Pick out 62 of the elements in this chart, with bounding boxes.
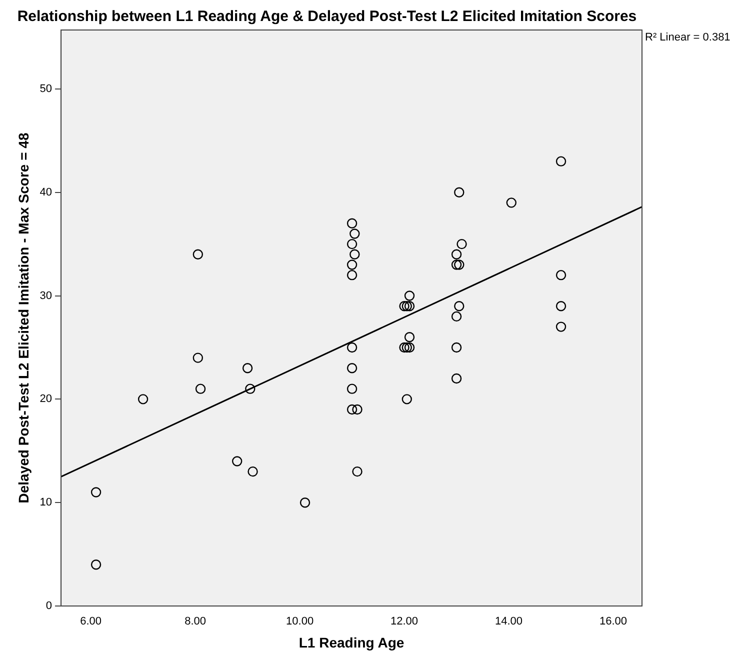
point — [346, 384, 358, 394]
point — [399, 342, 410, 353]
point — [346, 270, 358, 280]
point — [346, 260, 358, 270]
y-axis-title: Delayed Post-Test L2 Elicited Imitation - Max Score = 48 — [15, 132, 32, 504]
point — [350, 228, 360, 239]
point — [352, 404, 362, 415]
point — [350, 249, 360, 260]
point — [352, 466, 362, 477]
point — [556, 301, 566, 312]
point — [556, 156, 566, 166]
point — [192, 352, 204, 363]
y-tick-label: 40 — [40, 186, 52, 198]
point — [451, 342, 462, 353]
point — [232, 456, 242, 466]
x-tick-label: 16.00 — [600, 616, 628, 628]
x-tick-label: 14.00 — [495, 616, 523, 628]
text: R² Linear = 0.381 — [645, 32, 730, 44]
point — [404, 332, 415, 342]
point — [404, 290, 415, 301]
point — [90, 560, 102, 570]
point — [195, 384, 206, 394]
point — [451, 260, 462, 270]
y-tick-label: 0 — [46, 600, 52, 612]
point — [346, 218, 358, 228]
y-tick-label: 20 — [40, 393, 52, 406]
point — [451, 311, 462, 322]
x-tick-label: 8.00 — [184, 616, 206, 628]
x-tick-label: 6.00 — [80, 616, 102, 628]
point — [399, 301, 410, 312]
point — [451, 373, 462, 384]
y-tick-label: 30 — [40, 290, 52, 302]
point — [138, 394, 148, 404]
x-tick-label: 12.00 — [390, 616, 418, 628]
point — [402, 342, 412, 353]
y-tick-label: 50 — [40, 82, 52, 95]
point — [454, 260, 464, 270]
point — [556, 322, 566, 332]
point — [248, 466, 258, 477]
point — [90, 487, 102, 498]
point — [346, 404, 358, 415]
point — [454, 187, 464, 198]
point — [456, 238, 467, 250]
point — [451, 249, 462, 260]
point — [346, 238, 358, 250]
point — [300, 497, 310, 508]
point — [346, 342, 358, 353]
point — [346, 363, 358, 374]
point — [506, 198, 516, 208]
y-tick-label: 10 — [40, 496, 52, 509]
chart-title: Relationship between L1 Reading Age & Delayed Post-Test L2 Elicited Imitation Scores — [17, 8, 637, 26]
point — [402, 394, 412, 404]
x-axis-title: L1 Reading Age — [298, 634, 404, 650]
point — [404, 301, 415, 312]
point — [556, 270, 566, 280]
point — [245, 384, 256, 394]
point — [192, 249, 204, 260]
point — [402, 301, 412, 312]
point — [242, 363, 253, 374]
point — [454, 301, 464, 312]
point — [404, 342, 415, 353]
x-tick-label: 10.00 — [286, 616, 314, 628]
